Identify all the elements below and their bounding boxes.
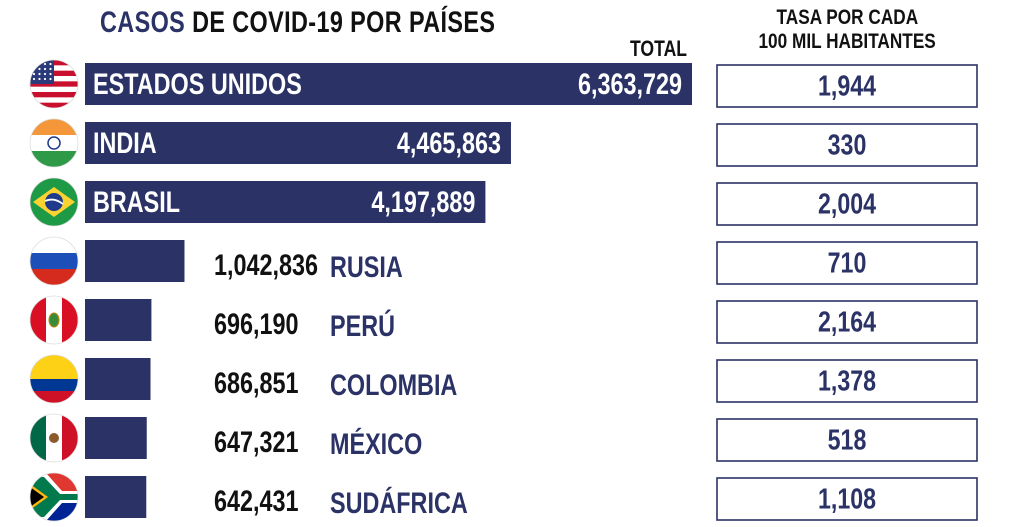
chart-title-part1: CASOS xyxy=(100,6,186,39)
rate-value-label: 518 xyxy=(828,423,867,456)
chart-row: 4,197,889 BRASIL 2,004 xyxy=(29,177,978,227)
chart-row: 686,851 COLOMBIA 1,378 xyxy=(29,354,978,404)
country-label: BRASIL xyxy=(93,185,180,218)
total-value-label: 686,851 xyxy=(214,366,299,399)
chart-row: 647,321 MÉXICO 518 xyxy=(29,413,978,463)
total-value-label: 642,431 xyxy=(214,484,299,517)
colombia-flag-icon xyxy=(29,354,79,404)
country-label: COLOMBIA xyxy=(330,368,457,401)
rate-box xyxy=(716,300,978,344)
chart-row: 4,465,863 INDIA 330 xyxy=(29,118,978,168)
chart-row: 6,363,729 ESTADOS UNIDOS 1,944 xyxy=(29,59,978,109)
total-bar xyxy=(85,122,511,164)
rate-value-label: 2,164 xyxy=(818,305,876,338)
rate-value-label: 330 xyxy=(828,128,867,161)
total-bar xyxy=(85,358,151,400)
chart-row: 1,042,836 RUSIA 710 xyxy=(29,236,978,286)
rate-header-line1: TASA POR CADA xyxy=(776,6,918,29)
country-label: SUDÁFRICA xyxy=(330,485,468,520)
rate-box xyxy=(716,182,978,226)
total-value-label: 4,197,889 xyxy=(371,185,475,218)
total-bar xyxy=(85,476,147,518)
total-bar xyxy=(85,417,147,459)
rate-box xyxy=(716,123,978,167)
peru-flag-icon xyxy=(29,295,79,345)
rate-value-label: 710 xyxy=(828,246,867,279)
chart-title-part2: DE COVID-19 POR PAÍSES xyxy=(192,6,496,39)
rate-value-label: 1,108 xyxy=(818,482,876,515)
rate-value-label: 1,944 xyxy=(818,69,876,102)
rate-box xyxy=(716,359,978,403)
country-label: RUSIA xyxy=(330,250,403,283)
rate-value-label: 2,004 xyxy=(818,187,876,220)
india-flag-icon xyxy=(29,118,79,168)
chart-row: 696,190 PERÚ 2,164 xyxy=(29,295,978,345)
brazil-flag-icon xyxy=(29,177,79,227)
total-value-label: 6,363,729 xyxy=(578,67,682,100)
country-label: ESTADOS UNIDOS xyxy=(93,67,302,100)
total-bar xyxy=(85,240,185,282)
rate-box xyxy=(716,477,978,521)
total-value-label: 647,321 xyxy=(214,425,299,458)
country-label: PERÚ xyxy=(330,308,395,343)
total-column-header: TOTAL xyxy=(630,36,688,61)
rate-header-line2: 100 MIL HABITANTES xyxy=(758,30,936,53)
rate-value-label: 1,378 xyxy=(818,364,876,397)
total-value-label: 696,190 xyxy=(214,307,299,340)
rate-box xyxy=(716,64,978,108)
chart-row: 642,431 SUDÁFRICA 1,108 xyxy=(29,472,978,522)
mexico-flag-icon xyxy=(29,413,79,463)
total-bar xyxy=(85,299,152,341)
rate-box xyxy=(716,418,978,462)
south-africa-flag-icon xyxy=(29,472,79,522)
total-value-label: 4,465,863 xyxy=(397,126,501,159)
russia-flag-icon xyxy=(29,236,79,286)
usa-flag-icon xyxy=(29,59,79,109)
rate-column-header: TASA POR CADA 100 MIL HABITANTES xyxy=(716,6,978,54)
total-value-label: 1,042,836 xyxy=(214,248,318,281)
total-bar xyxy=(85,181,486,223)
total-bar xyxy=(85,63,692,105)
country-label: INDIA xyxy=(93,126,157,159)
rate-box xyxy=(716,241,978,285)
chart-title: CASOS DE COVID-19 POR PAÍSES xyxy=(100,6,495,40)
country-label: MÉXICO xyxy=(330,426,422,461)
